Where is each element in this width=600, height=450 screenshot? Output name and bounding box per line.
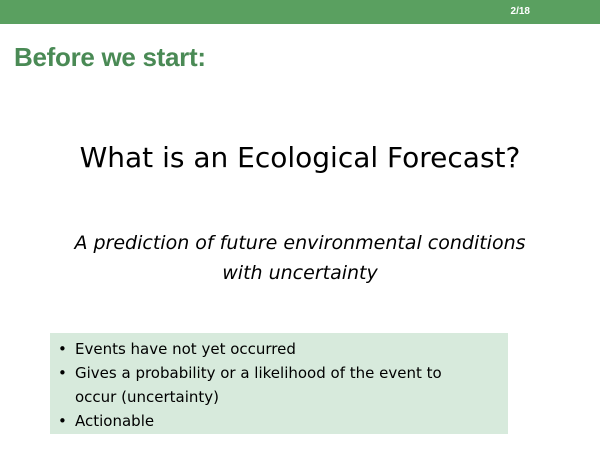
bullet-icon: • — [58, 340, 67, 358]
bullet-item: • Actionable — [58, 409, 500, 433]
bullet-icon: • — [58, 364, 67, 382]
bullet-text-line: Gives a probability or a likelihood of t… — [75, 364, 442, 382]
bullet-text: Actionable — [75, 412, 155, 430]
page-number: 2/18 — [510, 6, 530, 17]
bullet-text-line: occur (uncertainty) — [75, 388, 219, 406]
bullet-text: Events have not yet occurred — [75, 340, 296, 358]
bullet-item: • Gives a probability or a likelihood of… — [58, 361, 500, 409]
bullet-icon: • — [58, 412, 67, 430]
key-points-box: • Events have not yet occurred • Gives a… — [50, 333, 508, 434]
slide-title: What is an Ecological Forecast? — [79, 141, 521, 174]
section-heading: Before we start: — [14, 42, 206, 72]
bullet-list: • Events have not yet occurred • Gives a… — [58, 337, 500, 433]
definition-text: A prediction of future environmental con… — [0, 228, 600, 288]
slide-header-bar: 2/18 — [0, 0, 600, 24]
definition-line: A prediction of future environmental con… — [74, 232, 526, 254]
bullet-item: • Events have not yet occurred — [58, 337, 500, 361]
definition-line: with uncertainty — [222, 262, 378, 284]
